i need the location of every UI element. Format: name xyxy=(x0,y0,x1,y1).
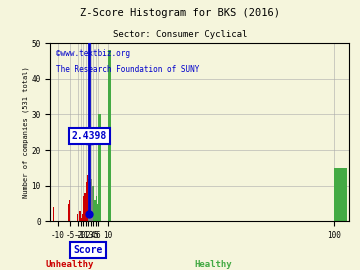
Bar xyxy=(96,197,97,221)
Text: Healthy: Healthy xyxy=(195,260,233,269)
Bar xyxy=(334,168,347,221)
Bar xyxy=(86,182,87,221)
Bar xyxy=(93,186,94,221)
Bar xyxy=(108,50,111,221)
Bar xyxy=(94,200,96,221)
Bar xyxy=(69,200,71,221)
Bar xyxy=(84,193,86,221)
Text: ©www.textbiz.org: ©www.textbiz.org xyxy=(57,49,130,58)
Bar xyxy=(53,207,54,221)
Bar xyxy=(89,182,91,221)
Bar xyxy=(91,179,92,221)
Bar xyxy=(82,214,83,221)
Bar xyxy=(79,211,81,221)
Text: Score: Score xyxy=(73,245,103,255)
Bar xyxy=(87,175,88,221)
Bar xyxy=(77,214,78,221)
Text: Unhealthy: Unhealthy xyxy=(45,260,93,269)
Bar xyxy=(92,186,93,221)
Text: Sector: Consumer Cyclical: Sector: Consumer Cyclical xyxy=(113,30,247,39)
Bar xyxy=(98,114,100,221)
Bar xyxy=(68,204,69,221)
Bar xyxy=(81,218,82,221)
Bar xyxy=(97,204,98,221)
Bar xyxy=(83,197,84,221)
Y-axis label: Number of companies (531 total): Number of companies (531 total) xyxy=(22,66,29,198)
Text: The Research Foundation of SUNY: The Research Foundation of SUNY xyxy=(57,65,200,74)
Bar xyxy=(88,179,89,221)
Text: Z-Score Histogram for BKS (2016): Z-Score Histogram for BKS (2016) xyxy=(80,8,280,18)
Text: 2.4398: 2.4398 xyxy=(72,131,107,141)
